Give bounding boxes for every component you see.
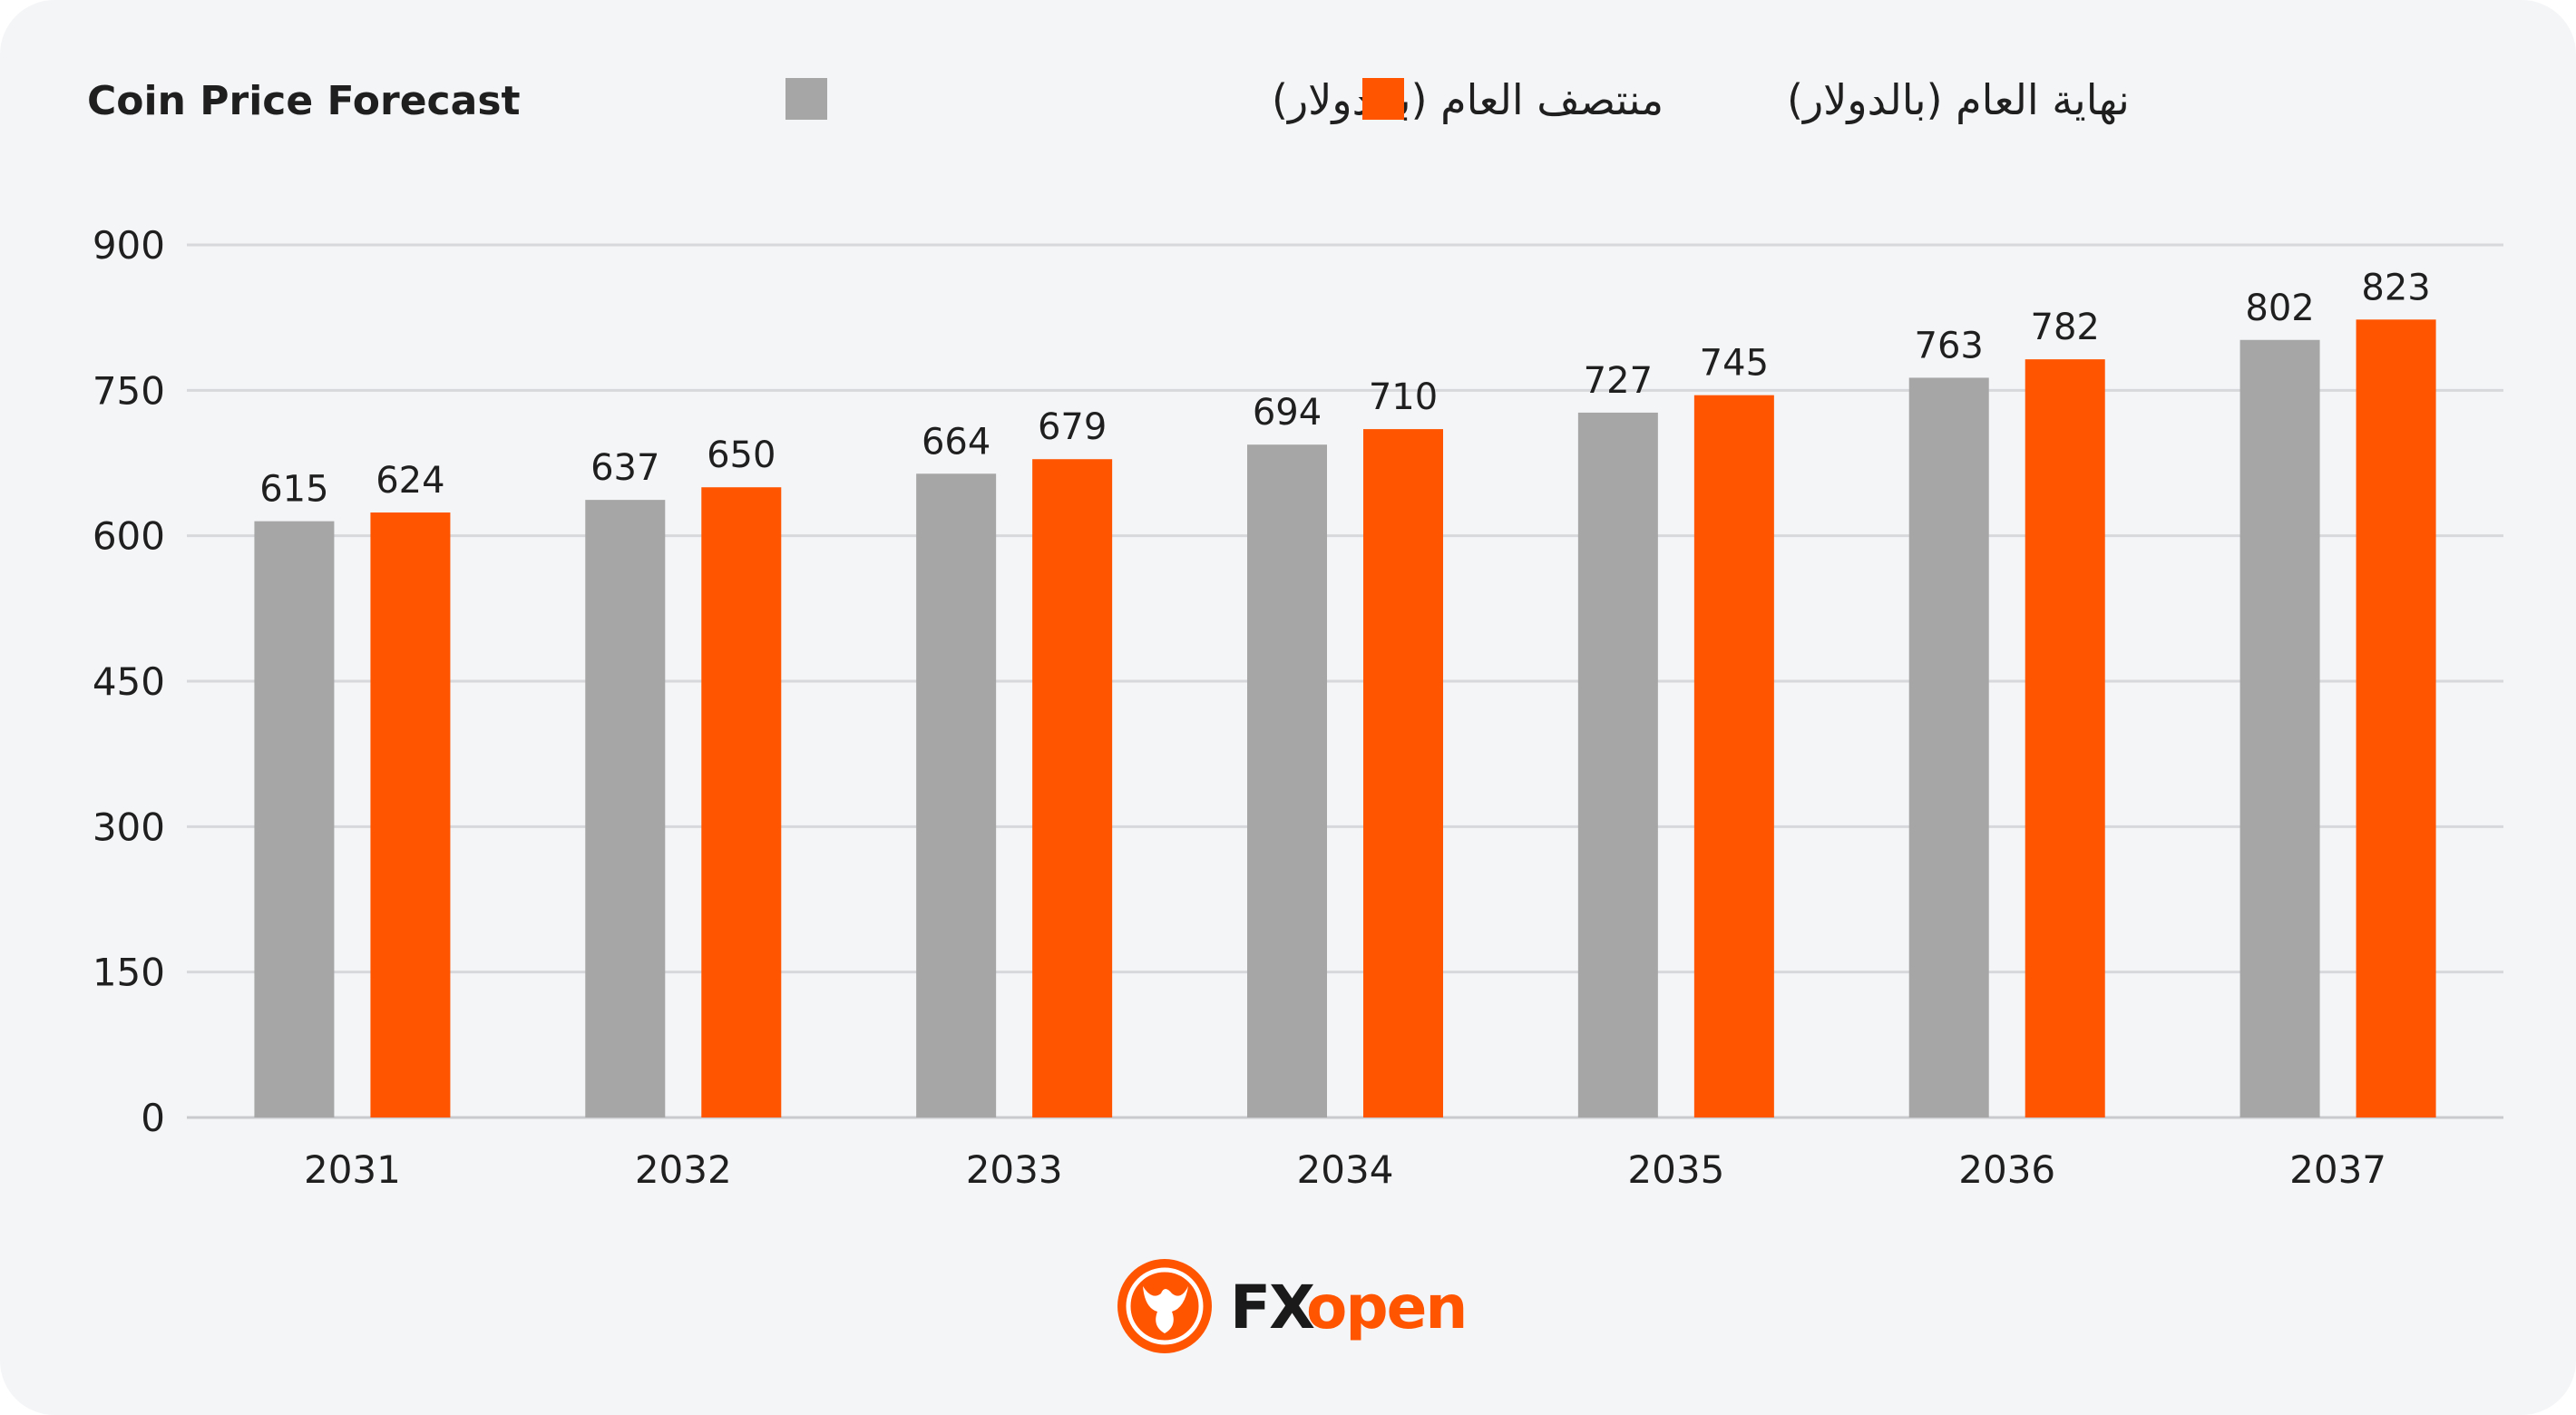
data-label-year-end-2035: 745 <box>1700 343 1769 385</box>
data-label-mid-year-2037: 802 <box>2245 288 2314 329</box>
x-tick-label-2031: 2031 <box>304 1147 401 1192</box>
fxopen-logo: FX open <box>1117 1259 1468 1353</box>
data-label-mid-year-2035: 727 <box>1584 360 1653 402</box>
y-tick-label-750: 750 <box>93 368 165 413</box>
legend-swatch-mid-year <box>785 78 827 120</box>
bar-mid-year-2034 <box>1247 444 1327 1117</box>
x-tick-label-2033: 2033 <box>966 1147 1063 1192</box>
y-tick-label-300: 300 <box>93 805 165 849</box>
legend-swatch-year-end <box>1362 78 1404 120</box>
data-label-mid-year-2036: 763 <box>1915 325 1984 366</box>
y-tick-label-900: 900 <box>93 223 165 268</box>
data-label-mid-year-2032: 637 <box>590 447 659 489</box>
bar-mid-year-2033 <box>916 473 997 1117</box>
y-tick-label-450: 450 <box>93 659 165 704</box>
data-label-year-end-2034: 710 <box>1369 376 1438 418</box>
data-label-year-end-2031: 624 <box>376 460 444 502</box>
x-tick-label-2036: 2036 <box>1958 1147 2055 1192</box>
x-tick-label-2035: 2035 <box>1627 1147 1724 1192</box>
bars <box>254 319 2436 1118</box>
data-label-year-end-2037: 823 <box>2361 267 2430 308</box>
legend-label-mid-year: منتصف العام (بالدولار) <box>1272 75 1664 125</box>
data-labels: 615 624 637 650 664 679 694 710 727 745 763 782 802 8… <box>259 267 2431 510</box>
gridlines <box>187 243 2503 1119</box>
y-tick-label-600: 600 <box>93 514 165 559</box>
y-tick-label-0: 0 <box>141 1096 165 1140</box>
data-label-year-end-2032: 650 <box>707 434 776 476</box>
data-label-year-end-2036: 782 <box>2031 307 2100 348</box>
bar-year-end-2031 <box>370 512 451 1117</box>
bar-mid-year-2035 <box>1577 412 1658 1117</box>
bar-year-end-2034 <box>1363 429 1443 1118</box>
data-label-mid-year-2033: 664 <box>922 421 990 463</box>
x-tick-label-2034: 2034 <box>1297 1147 1394 1192</box>
x-tick-label-2037: 2037 <box>2289 1147 2386 1192</box>
bar-year-end-2036 <box>2025 359 2105 1117</box>
legend-label-year-end: نهاية العام (بالدولار) <box>1787 75 2130 125</box>
data-label-mid-year-2034: 694 <box>1253 392 1322 434</box>
chart-title: Coin Price Forecast <box>87 78 521 124</box>
x-axis-tick-labels: 2031 2032 2033 2034 2035 2036 2037 <box>304 1147 2386 1192</box>
bar-mid-year-2031 <box>254 521 335 1117</box>
logo-text-open: open <box>1306 1273 1466 1342</box>
data-label-mid-year-2031: 615 <box>259 469 328 511</box>
y-axis-tick-labels: 0 150 300 450 600 750 900 <box>93 223 165 1140</box>
x-tick-label-2032: 2032 <box>635 1147 732 1192</box>
bar-year-end-2033 <box>1032 459 1113 1117</box>
bar-year-end-2032 <box>701 487 782 1117</box>
bar-mid-year-2037 <box>2239 339 2320 1117</box>
bar-mid-year-2032 <box>585 500 666 1117</box>
logo-text-fx: FX <box>1230 1273 1314 1342</box>
bar-year-end-2037 <box>2356 319 2436 1117</box>
data-label-year-end-2033: 679 <box>1038 406 1107 448</box>
legend: منتصف العام (بالدولار) نهاية العام (بالد… <box>785 75 2130 125</box>
bar-year-end-2035 <box>1693 395 1774 1118</box>
y-tick-label-150: 150 <box>93 951 165 995</box>
bar-mid-year-2036 <box>1908 377 1989 1118</box>
